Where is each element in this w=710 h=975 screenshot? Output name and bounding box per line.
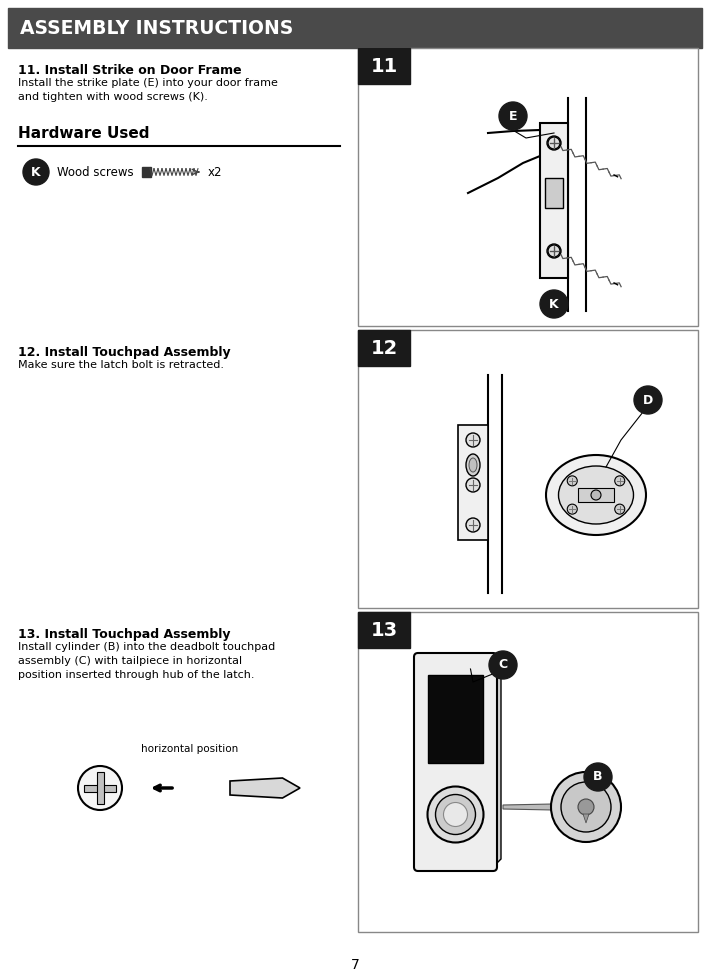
Circle shape (435, 795, 476, 835)
Bar (458, 425, 488, 540)
Text: 13: 13 (371, 620, 398, 640)
Text: 12: 12 (371, 338, 398, 358)
Circle shape (591, 490, 601, 500)
Text: 11. Install Strike on Door Frame: 11. Install Strike on Door Frame (18, 64, 241, 77)
Text: E: E (509, 109, 518, 123)
Text: Install cylinder (B) into the deadbolt touchpad
assembly (C) with tailpiece in h: Install cylinder (B) into the deadbolt t… (18, 642, 275, 680)
Circle shape (444, 802, 467, 827)
Text: 7: 7 (351, 958, 359, 972)
Circle shape (466, 518, 480, 532)
Circle shape (547, 136, 561, 150)
Bar (578, 488, 614, 502)
Bar (358, 330, 698, 608)
Text: B: B (594, 770, 603, 784)
Circle shape (499, 102, 527, 130)
Text: ASSEMBLY INSTRUCTIONS: ASSEMBLY INSTRUCTIONS (20, 19, 293, 37)
Circle shape (548, 245, 560, 257)
Ellipse shape (559, 466, 633, 524)
Bar (358, 612, 410, 648)
Circle shape (540, 290, 568, 318)
Bar (84, 785, 116, 792)
Text: Make sure the latch bolt is retracted.: Make sure the latch bolt is retracted. (18, 360, 224, 370)
Polygon shape (583, 814, 589, 823)
Text: Wood screws: Wood screws (57, 166, 133, 178)
Ellipse shape (546, 455, 646, 535)
Circle shape (551, 772, 621, 842)
Text: K: K (31, 166, 40, 178)
Circle shape (584, 763, 612, 791)
Text: Install the strike plate (E) into your door frame
and tighten with wood screws (: Install the strike plate (E) into your d… (18, 78, 278, 102)
Text: K: K (550, 297, 559, 310)
Polygon shape (503, 804, 553, 810)
Bar (358, 48, 410, 84)
Circle shape (561, 782, 611, 832)
Circle shape (548, 137, 560, 149)
Circle shape (634, 386, 662, 414)
Text: D: D (643, 394, 653, 407)
Bar (358, 48, 698, 326)
Bar (142, 167, 151, 177)
Ellipse shape (466, 454, 480, 476)
Polygon shape (418, 653, 501, 657)
Ellipse shape (469, 458, 477, 472)
Bar (8, 8, 702, 48)
Circle shape (23, 159, 49, 185)
Polygon shape (230, 778, 300, 798)
Bar (545, 178, 563, 208)
Circle shape (615, 476, 625, 486)
Circle shape (466, 478, 480, 492)
Circle shape (427, 787, 484, 842)
Circle shape (547, 244, 561, 258)
Text: 11: 11 (371, 57, 398, 75)
Text: 13. Install Touchpad Assembly: 13. Install Touchpad Assembly (18, 628, 231, 641)
Text: x2: x2 (208, 166, 222, 178)
Bar (358, 612, 698, 932)
Text: Hardware Used: Hardware Used (18, 126, 150, 141)
Polygon shape (493, 657, 501, 867)
FancyBboxPatch shape (414, 653, 497, 871)
Bar (97, 772, 104, 804)
Text: 12. Install Touchpad Assembly: 12. Install Touchpad Assembly (18, 346, 231, 359)
Circle shape (466, 433, 480, 447)
Bar (540, 123, 568, 278)
Bar (358, 330, 410, 366)
Circle shape (567, 504, 577, 514)
Circle shape (78, 766, 122, 810)
Circle shape (615, 504, 625, 514)
Text: C: C (498, 658, 508, 672)
Circle shape (578, 799, 594, 815)
Bar (428, 675, 483, 763)
Circle shape (567, 476, 577, 486)
Text: horizontal position: horizontal position (141, 744, 239, 754)
Circle shape (489, 651, 517, 679)
